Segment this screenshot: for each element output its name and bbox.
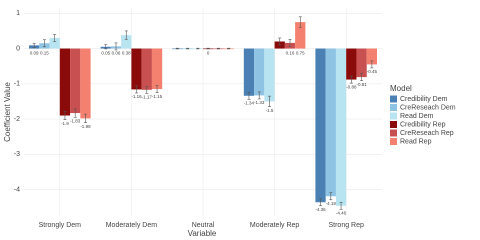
data-label: -1.16	[131, 94, 142, 99]
bar	[315, 48, 326, 203]
legend-label: Credibility Rep	[400, 121, 446, 128]
data-label: -0.81	[356, 82, 367, 87]
data-label: 0.15	[40, 51, 49, 56]
data-label: 0.09	[30, 51, 39, 56]
x-tick-label: Moderately Rep	[250, 222, 300, 229]
legend-swatch	[390, 104, 397, 111]
data-label: -1.15	[152, 94, 163, 99]
data-label: -4.36	[315, 207, 326, 212]
y-tick-label: -3	[14, 151, 20, 158]
data-label: 0	[207, 51, 210, 56]
bar	[121, 35, 132, 49]
bar	[80, 48, 91, 119]
data-label: -1.34	[244, 100, 255, 105]
legend-swatch	[390, 138, 397, 145]
y-tick-label: -2	[14, 116, 20, 123]
x-tick-label: Moderately Dem	[106, 222, 158, 229]
bar	[325, 48, 336, 197]
x-axis-title: Variable	[188, 229, 217, 238]
data-label: -4.19	[326, 201, 337, 206]
legend-label: Read Rep	[400, 138, 432, 145]
x-tick-label: Strong Rep	[328, 222, 364, 229]
data-label: -1.9	[61, 121, 69, 126]
data-label: -1.17	[142, 95, 153, 100]
bar	[335, 48, 347, 206]
bar	[70, 48, 81, 114]
bar	[243, 48, 255, 96]
y-tick-label: -1	[14, 81, 20, 88]
bar	[141, 48, 152, 90]
legend-label: CreReseach Rep	[400, 130, 454, 137]
bar	[356, 48, 367, 78]
data-label: 0.38	[122, 51, 131, 56]
y-tick-label: -4	[14, 186, 20, 193]
data-label: -4.46	[336, 210, 347, 215]
data-label: -1.83	[70, 118, 81, 123]
bar	[346, 48, 357, 80]
data-label: -1.33	[254, 100, 265, 105]
legend-swatch	[390, 112, 397, 120]
data-label: 0.75	[296, 51, 305, 56]
bar	[131, 48, 142, 90]
legend-label: Credibility Dem	[400, 96, 448, 103]
y-axis-title: Coefficient Value	[3, 82, 12, 142]
bar	[264, 48, 275, 102]
data-label: -0.88	[346, 84, 357, 89]
data-label: 0.05	[101, 51, 110, 56]
y-tick-label: 1	[16, 10, 20, 17]
data-label: 0.16	[286, 51, 295, 56]
bar	[366, 48, 377, 65]
bar	[295, 22, 306, 49]
legend-swatch	[390, 95, 397, 103]
y-tick-label: 0	[16, 45, 20, 52]
x-tick-label: Neutral	[192, 222, 215, 229]
bar	[254, 48, 265, 96]
legend-label: CreReseach Dem	[400, 104, 456, 111]
bar	[151, 48, 163, 90]
data-label: -0.45	[367, 69, 378, 74]
legend-swatch	[390, 121, 397, 128]
data-label: 0.06	[112, 51, 121, 56]
bar	[49, 37, 60, 49]
data-label: -1.5	[266, 108, 274, 113]
data-label: -1.98	[80, 124, 91, 129]
legend-title: Model	[390, 84, 412, 93]
bar	[59, 48, 71, 116]
x-tick-label: Strongly Dem	[39, 222, 82, 229]
legend-swatch	[390, 129, 397, 137]
legend-label: Read Dem	[400, 113, 434, 120]
